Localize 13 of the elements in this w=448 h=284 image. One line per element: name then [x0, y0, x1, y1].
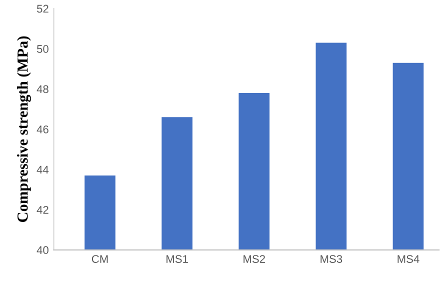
y-tick-label: 52 [36, 4, 48, 13]
y-tick-label: 46 [36, 125, 48, 134]
y-tick-label: 50 [36, 45, 48, 53]
y-tick-label: 44 [36, 166, 49, 174]
y-tick-label: 48 [36, 85, 48, 94]
x-tick-label: CM [92, 255, 108, 263]
x-tick-label: MS2 [244, 255, 265, 263]
y-tick-label: 42 [36, 206, 48, 214]
x-tick-label: MS4 [398, 255, 420, 263]
x-tick-label: MS1 [166, 255, 188, 263]
y-axis-title: Compressive strength (MPa) [17, 36, 31, 222]
y-tick-label: 40 [36, 246, 48, 254]
x-tick-label: MS3 [320, 255, 342, 263]
